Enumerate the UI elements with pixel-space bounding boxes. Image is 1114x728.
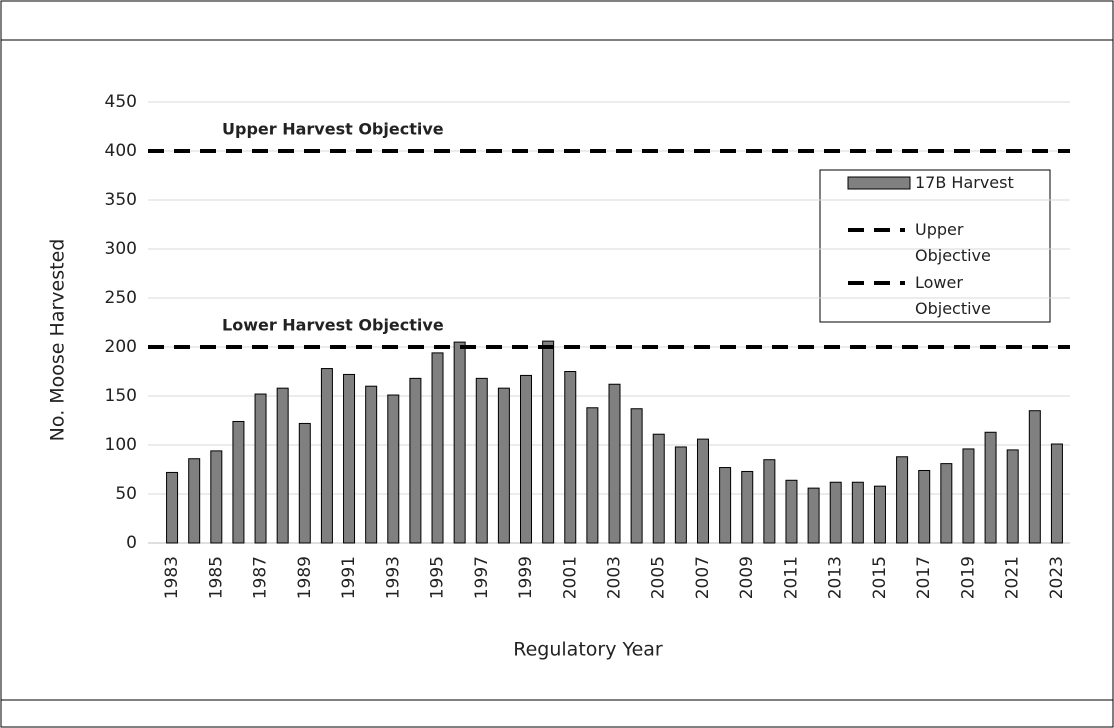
bar	[188, 458, 201, 544]
bar	[763, 459, 776, 544]
bar	[829, 481, 842, 544]
legend-label: 17B Harvest	[915, 173, 1014, 192]
bar	[940, 463, 953, 544]
bar	[564, 371, 577, 544]
x-tick-label: 1983	[162, 556, 182, 599]
bar	[343, 373, 356, 544]
bar	[608, 383, 621, 544]
bar	[962, 448, 975, 544]
x-tick-label: 2007	[693, 556, 713, 599]
x-tick-label: 2013	[826, 556, 846, 599]
bar	[851, 481, 864, 544]
bar	[254, 393, 267, 544]
x-tick-label: 1997	[472, 556, 492, 599]
x-tick-label: 1989	[295, 556, 315, 599]
bar	[1006, 449, 1019, 544]
y-tick-label: 0	[126, 533, 137, 553]
bar	[918, 469, 931, 544]
x-tick-label: 2001	[560, 556, 580, 599]
bar	[210, 450, 223, 544]
x-tick-label: 2023	[1047, 556, 1067, 599]
x-tick-label: 2019	[958, 556, 978, 599]
y-tick-label: 100	[105, 435, 137, 455]
x-tick-label: 1993	[383, 556, 403, 599]
x-tick-label: 2009	[737, 556, 757, 599]
bar	[984, 431, 997, 544]
bar	[520, 374, 533, 544]
bar	[630, 408, 643, 544]
bar	[365, 385, 378, 544]
y-tick-label: 250	[105, 288, 137, 308]
x-tick-label: 2021	[1003, 556, 1023, 599]
x-tick-label: 1987	[251, 556, 271, 599]
bar	[276, 387, 289, 544]
bar	[475, 377, 488, 544]
bar	[1050, 443, 1063, 544]
y-tick-label: 400	[105, 141, 137, 161]
y-tick-label: 200	[105, 337, 137, 357]
y-tick-label: 300	[105, 239, 137, 259]
x-tick-label: 2015	[870, 556, 890, 599]
bar	[674, 446, 687, 544]
bar	[896, 456, 909, 544]
y-tick-label: 450	[105, 92, 137, 112]
y-tick-label: 50	[115, 484, 137, 504]
legend-swatch	[847, 176, 911, 190]
bar	[320, 368, 333, 544]
bar	[431, 352, 444, 544]
objective-label: Lower Harvest Objective	[222, 316, 444, 335]
bar	[719, 467, 732, 544]
x-tick-label: 1995	[428, 556, 448, 599]
bar	[873, 485, 886, 544]
x-tick-label: 2011	[781, 556, 801, 599]
x-tick-label: 2003	[605, 556, 625, 599]
legend-label: Lower Objective	[915, 273, 991, 318]
bar	[232, 420, 245, 544]
y-axis-title: No. Moose Harvested	[47, 239, 69, 442]
legend-box	[819, 169, 1051, 323]
bar	[298, 422, 311, 544]
bar	[652, 433, 665, 544]
bar	[1028, 410, 1041, 544]
x-tick-label: 2017	[914, 556, 934, 599]
bar	[409, 377, 422, 544]
x-tick-label: 1991	[339, 556, 359, 599]
x-tick-label: 1999	[516, 556, 536, 599]
y-tick-label: 150	[105, 386, 137, 406]
bar	[542, 340, 555, 544]
bar	[807, 487, 820, 544]
bar	[166, 471, 179, 544]
x-axis-title: Regulatory Year	[513, 639, 663, 661]
bar	[497, 387, 510, 544]
bar	[696, 438, 709, 544]
y-tick-label: 350	[105, 190, 137, 210]
bar	[741, 470, 754, 544]
bar	[586, 407, 599, 544]
objective-label: Upper Harvest Objective	[222, 120, 444, 139]
bar	[453, 341, 466, 544]
x-tick-label: 2005	[649, 556, 669, 599]
x-tick-label: 1985	[206, 556, 226, 599]
bar	[785, 479, 798, 544]
legend-label: Upper Objective	[915, 220, 991, 265]
bar	[387, 394, 400, 544]
